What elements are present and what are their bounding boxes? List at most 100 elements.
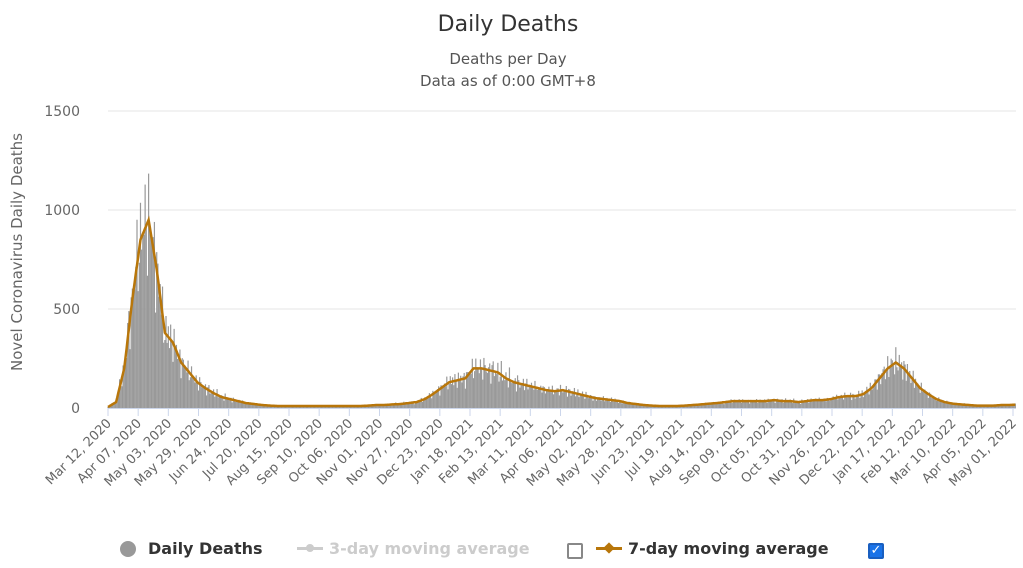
- bar-daily-deaths: [807, 399, 809, 408]
- bar-daily-deaths: [593, 396, 595, 408]
- bar-daily-deaths: [507, 387, 509, 408]
- bar-daily-deaths: [733, 399, 736, 408]
- bar-daily-deaths: [694, 405, 696, 408]
- bar-daily-deaths: [207, 387, 209, 408]
- bar-daily-deaths: [702, 404, 704, 408]
- bar-daily-deaths: [601, 399, 603, 408]
- bar-daily-deaths: [912, 370, 914, 408]
- bar-daily-deaths: [231, 402, 233, 408]
- bar-daily-deaths: [426, 397, 428, 408]
- bar-daily-deaths: [940, 400, 942, 408]
- bar-daily-deaths: [265, 405, 267, 408]
- bar-daily-deaths: [183, 365, 186, 408]
- bar-daily-deaths: [761, 401, 763, 408]
- bar-daily-deaths: [801, 399, 803, 408]
- bar-daily-deaths: [456, 387, 458, 408]
- bar-daily-deaths: [638, 404, 640, 408]
- bar-daily-deaths: [869, 382, 871, 408]
- bar-daily-deaths: [775, 398, 777, 408]
- bar-daily-deaths: [483, 357, 485, 408]
- bar-daily-deaths: [135, 266, 137, 408]
- bar-daily-deaths: [380, 405, 382, 408]
- legend-item-3-day-average[interactable]: 3-day moving average: [297, 539, 530, 558]
- checkbox-3-day-average[interactable]: [567, 543, 583, 559]
- checkbox-7-day-average[interactable]: ✓: [868, 543, 884, 559]
- bar-daily-deaths: [214, 396, 216, 408]
- bar-daily-deaths: [117, 395, 120, 408]
- bar-daily-deaths: [337, 406, 339, 408]
- bar-daily-deaths: [226, 399, 229, 408]
- bar-daily-deaths: [708, 402, 710, 408]
- bar-daily-deaths: [877, 374, 880, 408]
- bar-daily-deaths: [237, 401, 239, 408]
- bar-daily-deaths: [764, 399, 766, 408]
- bar-daily-deaths: [165, 315, 167, 408]
- bar-daily-deaths: [693, 404, 695, 408]
- bar-daily-deaths: [688, 405, 690, 408]
- bar-daily-deaths: [680, 406, 682, 408]
- circle-icon: [120, 540, 136, 557]
- legend-label-daily-deaths: Daily Deaths: [148, 539, 263, 558]
- bar-daily-deaths: [846, 397, 848, 408]
- bar-daily-deaths: [1007, 406, 1009, 408]
- bar-daily-deaths: [899, 364, 902, 408]
- bar-daily-deaths: [925, 392, 927, 408]
- bar-daily-deaths: [731, 403, 733, 408]
- bar-daily-deaths: [119, 379, 121, 408]
- bar-daily-deaths: [753, 401, 755, 408]
- legend-item-7-day-average[interactable]: 7-day moving average: [596, 539, 829, 558]
- bar-daily-deaths: [791, 403, 794, 408]
- bar-daily-deaths: [481, 369, 483, 408]
- bar-daily-deaths: [737, 402, 739, 408]
- bar-daily-deaths: [521, 385, 523, 408]
- bar-daily-deaths: [672, 406, 674, 408]
- bar-daily-deaths: [570, 395, 572, 408]
- bar-daily-deaths: [845, 397, 847, 408]
- bar-daily-deaths: [858, 390, 860, 408]
- bar-daily-deaths: [431, 398, 433, 408]
- bar-daily-deaths: [188, 380, 190, 408]
- bar-daily-deaths: [624, 401, 627, 408]
- bar-daily-deaths: [167, 326, 169, 408]
- bar-daily-deaths: [574, 396, 577, 408]
- bar-daily-deaths: [623, 402, 625, 408]
- bar-daily-deaths: [501, 380, 504, 408]
- bar-daily-deaths: [130, 297, 132, 408]
- bar-daily-deaths: [1003, 404, 1005, 408]
- bar-daily-deaths: [747, 399, 750, 408]
- bar-daily-deaths: [528, 386, 530, 408]
- bar-daily-deaths: [523, 390, 526, 408]
- bar-daily-deaths: [376, 405, 378, 408]
- bar-daily-deaths: [451, 377, 454, 408]
- bar-daily-deaths: [875, 379, 877, 408]
- bar-daily-deaths: [146, 275, 149, 408]
- legend-item-daily-deaths[interactable]: Daily Deaths: [120, 539, 263, 558]
- bar-daily-deaths: [177, 358, 179, 408]
- bar-daily-deaths: [158, 296, 160, 408]
- bar-daily-deaths: [815, 398, 817, 408]
- bar-daily-deaths: [402, 404, 404, 408]
- bar-daily-deaths: [243, 403, 245, 408]
- bar-daily-deaths: [190, 366, 193, 408]
- bar-daily-deaths: [583, 395, 585, 408]
- bar-daily-deaths: [492, 361, 494, 408]
- bar-daily-deaths: [565, 386, 567, 408]
- bar-daily-deaths: [504, 380, 506, 408]
- bar-daily-deaths: [536, 389, 538, 408]
- bar-daily-deaths: [602, 396, 605, 408]
- bar-daily-deaths: [458, 380, 461, 408]
- bar-daily-deaths: [767, 398, 769, 408]
- bar-daily-deaths: [904, 364, 906, 408]
- bar-daily-deaths: [840, 394, 842, 408]
- bar-daily-deaths: [150, 235, 152, 408]
- bar-daily-deaths: [300, 406, 302, 408]
- bar-daily-deaths: [590, 395, 592, 408]
- bar-daily-deaths: [927, 397, 929, 408]
- bar-daily-deaths: [707, 403, 709, 408]
- bar-daily-deaths: [626, 403, 628, 408]
- bar-daily-deaths: [916, 382, 918, 408]
- bar-daily-deaths: [115, 402, 117, 408]
- bar-daily-deaths: [254, 404, 256, 408]
- bar-daily-deaths: [425, 398, 427, 408]
- bar-daily-deaths: [247, 403, 249, 408]
